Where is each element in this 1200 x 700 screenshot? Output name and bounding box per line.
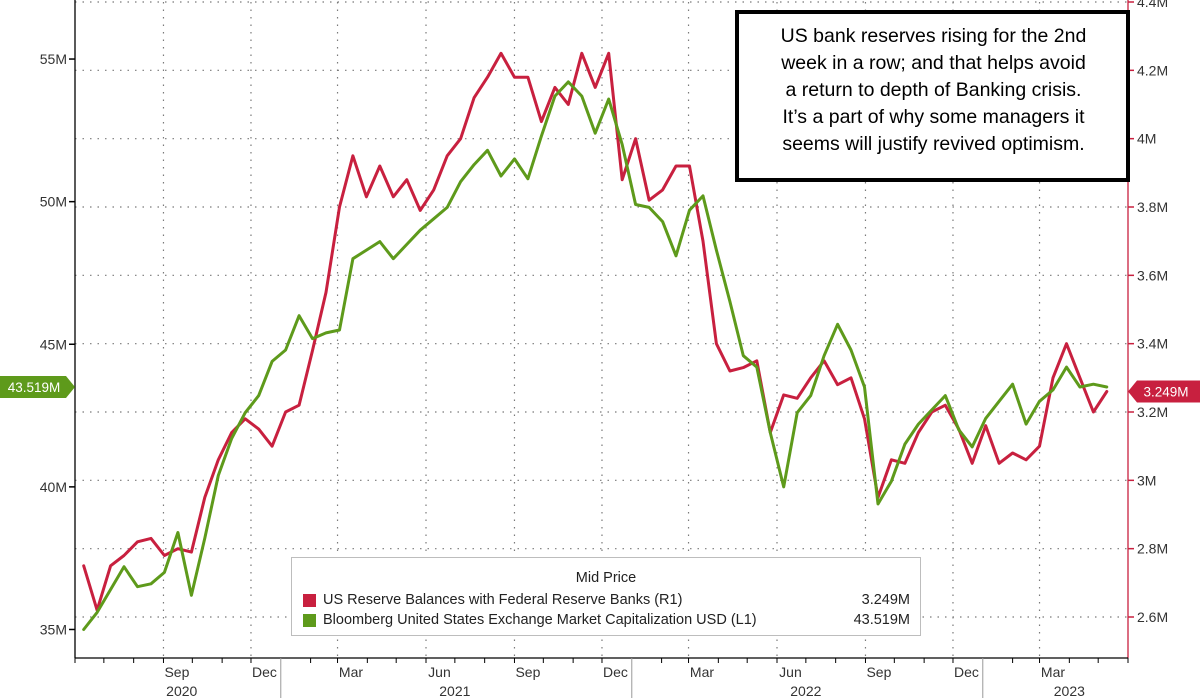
x-tick-label: Sep — [515, 664, 540, 680]
x-tick-label: Sep — [164, 664, 189, 680]
left-axis: 35M 40M 45M 50M 55M — [40, 51, 75, 637]
annotation-line: week in a row; and that helps avoid — [781, 52, 1086, 74]
left-tick-label: 55M — [40, 51, 67, 67]
x-tick-label: Dec — [954, 664, 979, 680]
series-lines — [82, 51, 1109, 631]
x-tick-label: Jun — [428, 664, 451, 680]
x-tick-label: Mar — [339, 664, 363, 680]
right-tick-label: 3.8M — [1137, 199, 1168, 215]
series-line-reserves — [82, 51, 1109, 612]
legend-item-market-cap: Bloomberg United States Exchange Market … — [303, 612, 910, 630]
annotation-box: US bank reserves rising for the 2nd week… — [735, 10, 1130, 182]
year-label: 2023 — [1054, 683, 1085, 699]
left-tick-label: 35M — [40, 621, 67, 637]
left-tick-label: 40M — [40, 479, 67, 495]
x-tick-label: Jun — [779, 664, 802, 680]
last-value-tags: 43.519M 3.249M — [0, 376, 1200, 403]
annotation-line: seems will justify revived optimism. — [782, 133, 1085, 155]
legend-title: Mid Price — [575, 570, 637, 586]
year-label: 2020 — [166, 683, 197, 699]
left-tick-label: 45M — [40, 336, 67, 352]
annotation-line: a return to depth of Banking crisis. — [785, 79, 1082, 101]
right-tick-label: 3.6M — [1137, 267, 1168, 283]
right-value-tag — [1128, 380, 1200, 403]
x-tick-label: Dec — [603, 664, 628, 680]
right-tick-label: 2.8M — [1137, 541, 1168, 557]
year-label: 2021 — [439, 683, 470, 699]
right-value-tag-label: 3.249M — [1143, 385, 1188, 400]
x-tick-label: Dec — [252, 664, 277, 680]
right-tick-label: 4.2M — [1137, 62, 1168, 78]
legend-value-market-cap: 43.519M — [853, 612, 910, 628]
right-tick-label: 4M — [1137, 131, 1156, 147]
x-axis: Sep Dec Mar Jun Sep Dec Mar Jun Sep Dec Mar 2020 202… — [74, 658, 1129, 699]
left-value-tag-label: 43.519M — [8, 380, 61, 395]
year-label: 2022 — [790, 683, 821, 699]
legend: Mid Price US Reserve Balances with Feder… — [291, 557, 921, 636]
legend-swatch-reserves — [303, 594, 316, 607]
x-tick-label: Sep — [866, 664, 891, 680]
x-tick-label: Mar — [1041, 664, 1065, 680]
legend-name-reserves: US Reserve Balances with Federal Reserve… — [323, 592, 683, 608]
legend-name-market-cap: Bloomberg United States Exchange Market … — [323, 612, 757, 628]
legend-swatch-market-cap — [303, 614, 316, 627]
annotation-line: US bank reserves rising for the 2nd — [780, 25, 1087, 47]
right-tick-label: 4.4M — [1137, 0, 1168, 10]
right-tick-label: 3M — [1137, 472, 1156, 488]
left-tick-label: 50M — [40, 194, 67, 210]
legend-value-reserves: 3.249M — [861, 592, 910, 608]
right-axis: 2.6M 2.8M 3M 3.2M 3.4M 3.6M 3.8M 4M 4.2M 4.4M — [1128, 0, 1168, 625]
right-tick-label: 3.4M — [1137, 336, 1168, 352]
left-value-tag — [0, 376, 75, 399]
series-line-market-cap — [82, 80, 1109, 631]
legend-item-reserves: US Reserve Balances with Federal Reserve… — [303, 592, 910, 610]
right-tick-label: 2.6M — [1137, 609, 1168, 625]
annotation-line: It’s a part of why some managers it — [782, 106, 1085, 128]
x-tick-label: Mar — [690, 664, 714, 680]
right-tick-label: 3.2M — [1137, 404, 1168, 420]
